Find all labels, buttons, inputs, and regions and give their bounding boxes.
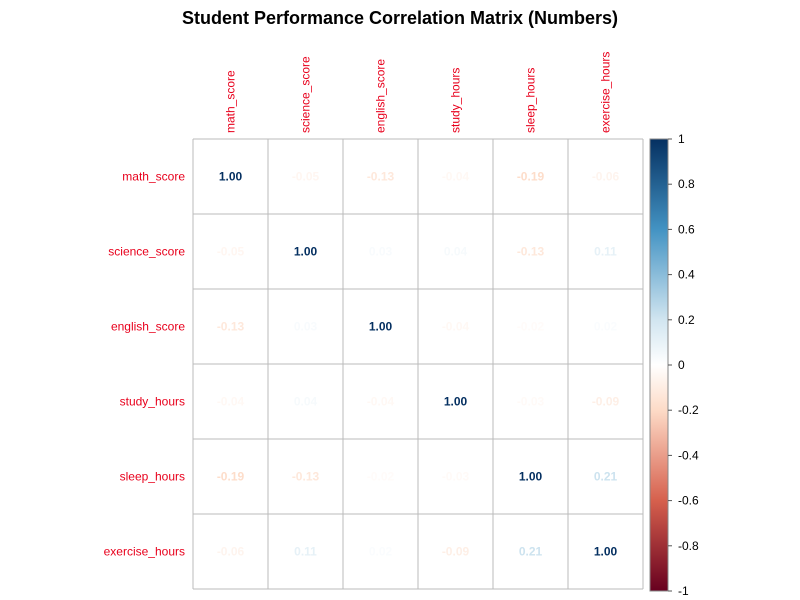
cell-label: 1.00 [369,320,393,334]
colorbar-tick-label: 0.8 [678,177,695,191]
cell-label: 0.02 [369,545,393,559]
cell-label: -0.02 [517,320,545,334]
cell-label: -0.19 [217,470,245,484]
cell-label: 0.21 [594,470,618,484]
column-label: sleep_hours [524,68,538,133]
cell-label: -0.04 [217,395,245,409]
matrix-grid [192,138,644,590]
cell-label: -0.03 [517,395,545,409]
column-label: exercise_hours [599,52,613,133]
cell-label: -0.09 [442,545,470,559]
cell-label: -0.13 [217,320,245,334]
colorbar-tick-label: -1 [678,584,689,598]
row-label: math_score [122,170,185,184]
cell-label: 1.00 [219,170,243,184]
colorbar-tick-label: 0.6 [678,222,695,236]
cell-label: -0.06 [592,170,620,184]
cell-label: 0.04 [294,395,318,409]
cell-label: -0.13 [292,470,320,484]
colorbar-tick-label: 0.4 [678,268,695,282]
row-label: study_hours [120,395,185,409]
chart-title: Student Performance Correlation Matrix (… [181,8,619,28]
colorbar-tick-label: 0 [678,358,685,372]
cell-label: 0.04 [444,245,468,259]
cell-label: -0.02 [367,470,395,484]
cell-label: -0.03 [442,470,470,484]
row-labels: math_score science_score english_scorestud… [104,170,186,559]
column-label: study_hours [449,68,463,133]
colorbar-tick-label: 0.2 [678,313,695,327]
cell-label: -0.13 [367,170,395,184]
matrix-cells: 1.00 -0.05 -0.13 -0.04 -0.19 -0.06 -0.05 1.00 0.… [217,170,620,559]
cell-label: 1.00 [294,245,318,259]
cell-label: 1.00 [444,395,468,409]
colorbar-tick-label: -0.2 [678,403,699,417]
colorbar-tick-label: 1 [678,132,685,146]
column-label: math_score [224,70,238,133]
cell-label: -0.05 [217,245,245,259]
column-label: english_score [374,59,388,133]
cell-label: 0.21 [519,545,543,559]
cell-label: -0.04 [367,395,395,409]
cell-label: 0.02 [594,320,618,334]
cell-label: -0.04 [442,170,470,184]
colorbar-gradient [650,139,668,591]
cell-label: -0.19 [517,170,545,184]
cell-label: 0.03 [294,320,318,334]
colorbar-tick-label: -0.8 [678,539,699,553]
colorbar-tick-label: -0.6 [678,494,699,508]
column-labels: math_score science_score english_score stud… [224,52,613,133]
colorbar: 1 0.8 0.6 0.4 0.2 0 -0.2 -0.4 -0.6 -0.8 -1 [649,132,699,598]
cell-label: -0.04 [442,320,470,334]
cell-label: 0.11 [294,545,317,559]
cell-label: 1.00 [519,470,543,484]
row-label: english_score [111,320,185,334]
row-label: science_score [108,245,185,259]
row-label: exercise_hours [104,545,185,559]
colorbar-tick-label: -0.4 [678,448,699,462]
cell-label: -0.05 [292,170,320,184]
row-label: sleep_hours [120,470,185,484]
cell-label: -0.09 [592,395,620,409]
column-label: science_score [299,56,313,133]
cell-label: -0.13 [517,245,545,259]
cell-label: 1.00 [594,545,618,559]
cell-label: 0.03 [369,245,393,259]
cell-label: 0.11 [594,245,617,259]
cell-label: -0.06 [217,545,245,559]
